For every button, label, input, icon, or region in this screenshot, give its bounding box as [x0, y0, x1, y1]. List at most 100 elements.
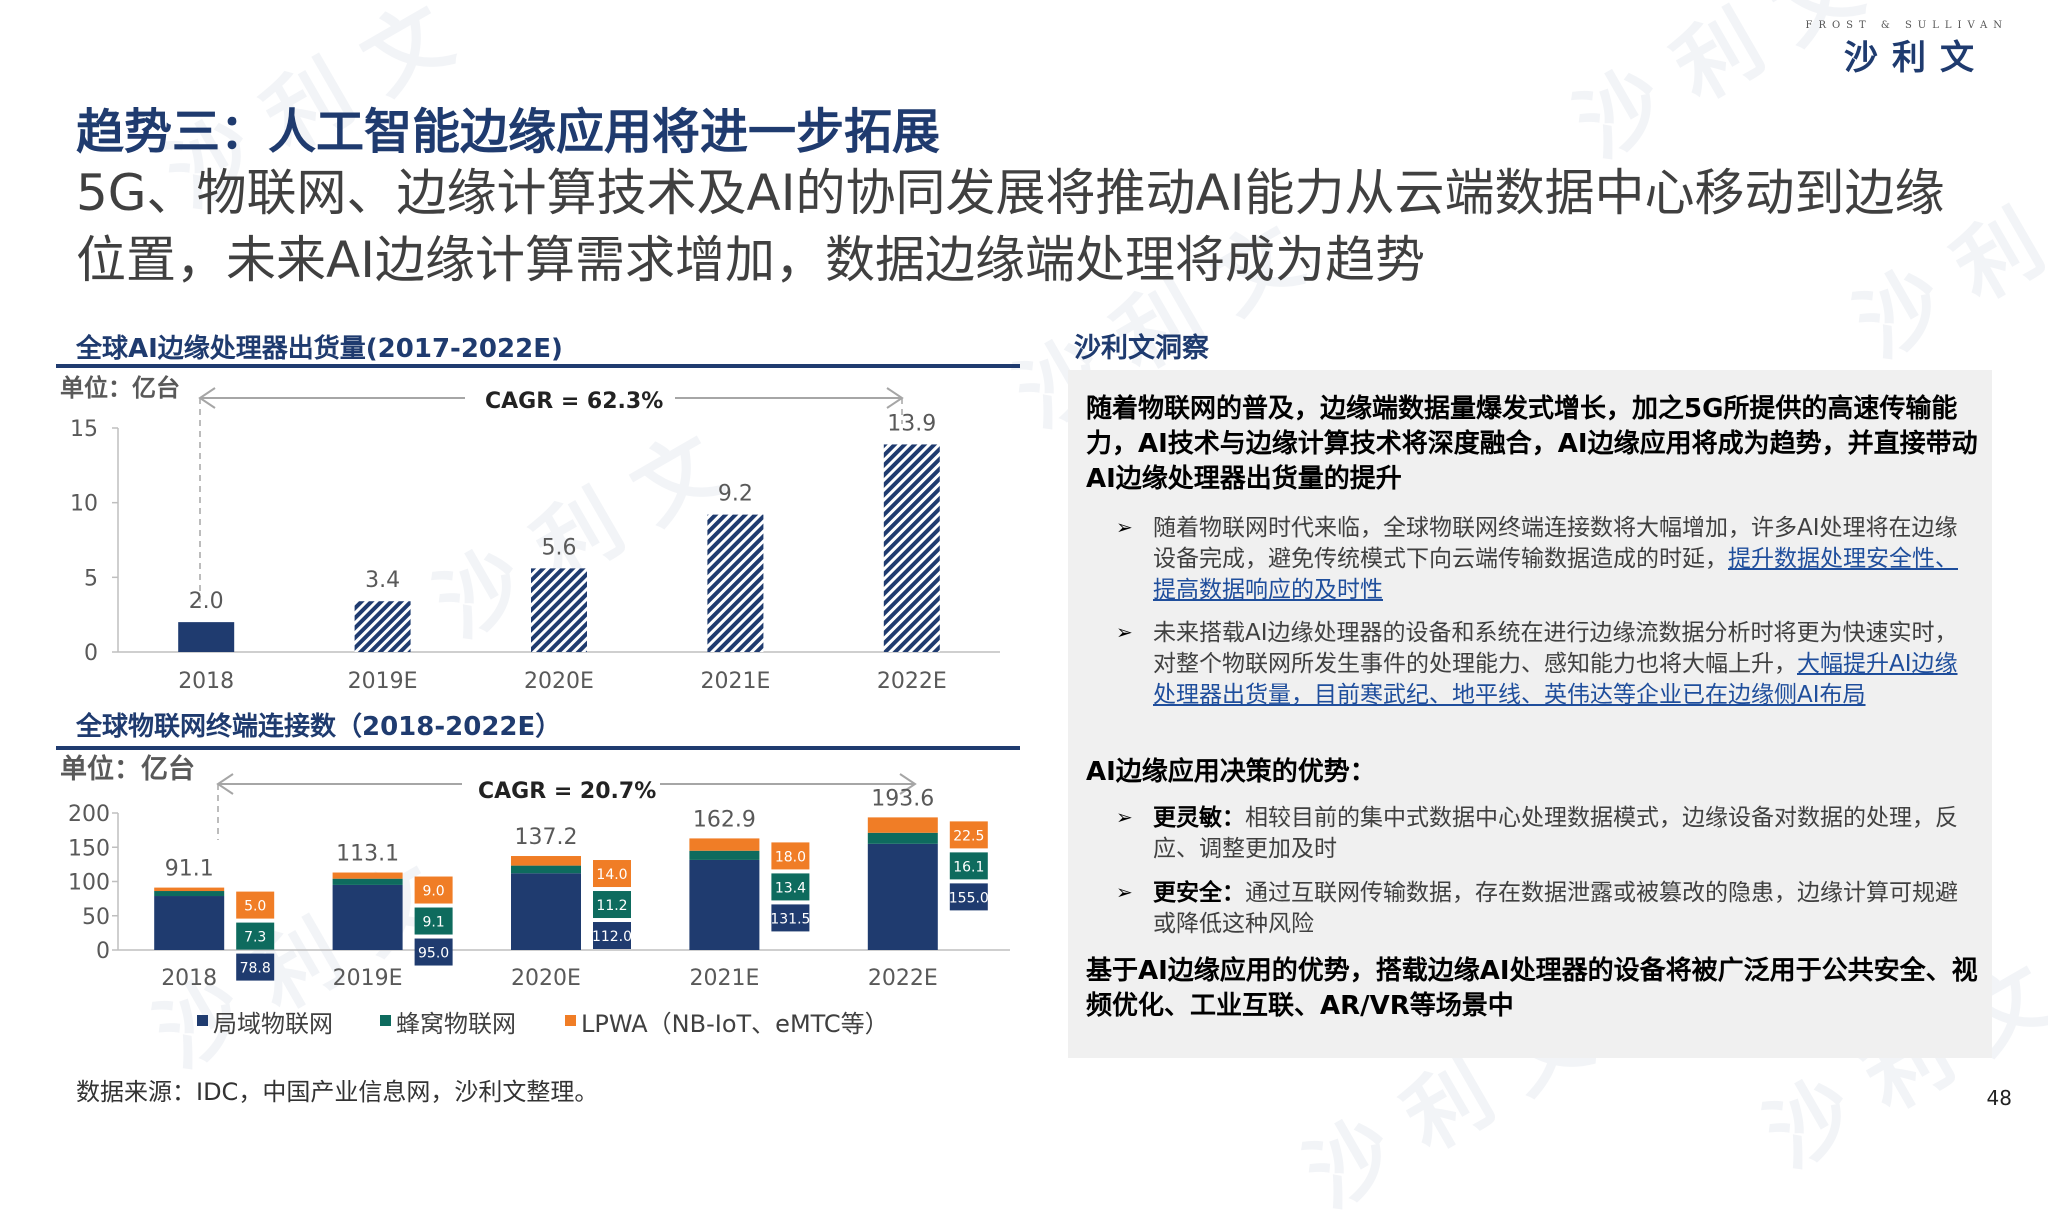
- chart1-x-tick-label: 2018: [178, 669, 234, 694]
- chart2-bar-segment: [511, 856, 581, 866]
- legend-label-lpwa: LPWA（NB-IoT、eMTC等）: [581, 1010, 889, 1038]
- chart2-total-label: 113.1: [336, 842, 399, 867]
- chart2-value-box: [771, 904, 810, 932]
- chart2-value-label: 78.8: [240, 961, 271, 977]
- chart2-y-tick-label: 200: [68, 802, 110, 827]
- chart2-bar-segment: [867, 832, 938, 844]
- insight-bullet-1: 随着物联网时代来临，全球物联网终端连接数将大幅增加，许多AI处理将在边缘设备完成…: [1153, 513, 1979, 606]
- chart1-rule: [56, 364, 1020, 368]
- legend-swatch-lpwa: [565, 1015, 576, 1026]
- insight-bullet-2: 未来搭载AI边缘处理器的设备和系统在进行边缘流数据分析时将更为快速实时，对整个物…: [1153, 618, 1979, 711]
- chart2-value-label: 131.5: [770, 911, 810, 927]
- chart1-value-label: 2.0: [189, 589, 224, 614]
- chart1-plot: 0 5 10 15 2.0 2018 3.4 2019E 5.6 2020E 9.2 2021E 13.…: [70, 411, 1000, 694]
- chart2-y-tick-label: 150: [68, 836, 110, 861]
- insight-bullet-2-link[interactable]: 大幅提升AI边缘处理器出货量，目前寒武纪、地平线、英伟达等企业已在边缘侧AI布局: [1153, 651, 1958, 708]
- chart1-y-tick-label: 0: [84, 641, 98, 666]
- chart1-bar: [178, 622, 235, 652]
- insight-bullet-3-text: 相较目前的集中式数据中心处理数据模式，边缘设备对数据的处理，反应、调整更加及时: [1153, 805, 1958, 862]
- chart1-cagr: CAGR = 62.3%: [485, 389, 663, 414]
- chart1-unit: 单位：亿台: [60, 374, 180, 402]
- chart2-x-tick-label: 2021E: [689, 966, 759, 991]
- insight-bullet-4-label: 更安全：: [1153, 880, 1245, 906]
- chart2-value-box: [236, 891, 275, 919]
- chart1-bar: [707, 514, 764, 652]
- chart1-y-tick-label: 10: [70, 492, 98, 517]
- brand-logo: 沙利文: [1844, 38, 1988, 78]
- chart2-value-box: [771, 873, 810, 901]
- chart2-value-box: [236, 953, 275, 981]
- bullet-arrow-icon: ➢: [1116, 880, 1133, 904]
- chart2-value-box: [414, 907, 453, 935]
- legend-label-local: 局域物联网: [213, 1010, 333, 1038]
- chart2-value-label: 18.0: [775, 849, 806, 865]
- page-title: 趋势三：人工智能边缘应用将进一步拓展: [76, 104, 941, 160]
- chart1-x-tick-label: 2019E: [348, 669, 418, 694]
- chart2-value-label: 14.0: [596, 867, 627, 883]
- chart1-value-label: 9.2: [718, 482, 753, 507]
- insight-bullet-1-link[interactable]: 提升数据处理安全性、提高数据响应的及时性: [1153, 546, 1958, 603]
- chart2-value-box: [593, 922, 631, 950]
- chart2-value-label: 22.5: [953, 828, 984, 844]
- chart2-value-box: [949, 852, 988, 880]
- chart2-value-box: [414, 938, 453, 966]
- bullet-arrow-icon: ➢: [1116, 620, 1133, 644]
- chart1-bar: [354, 601, 411, 652]
- chart2-value-box: [414, 876, 453, 904]
- chart2-title: 全球物联网终端连接数（2018-2022E）: [76, 712, 562, 742]
- chart2-x-tick-label: 2019E: [333, 966, 403, 991]
- chart2-bar-segment: [154, 891, 225, 897]
- chart2-y-tick-label: 50: [82, 905, 110, 930]
- insight-bullet-3: 更灵敏：相较目前的集中式数据中心处理数据模式，边缘设备对数据的处理，反应、调整更…: [1153, 803, 1979, 865]
- brand-logo-text: FROST & SULLIVAN: [1805, 20, 2008, 31]
- chart2-arrow-right: [899, 773, 917, 795]
- chart2-rule: [56, 746, 1020, 750]
- chart2-total-label: 137.2: [515, 825, 578, 850]
- legend-swatch-local: [197, 1015, 208, 1026]
- chart2-x-tick-label: 2022E: [868, 966, 938, 991]
- chart2-value-label: 13.4: [775, 880, 806, 896]
- chart2-value-label: 9.1: [422, 915, 444, 931]
- chart2-value-label: 95.0: [418, 946, 449, 962]
- insight-heading: 沙利文洞察: [1074, 333, 1209, 364]
- charts-svg: 单位：亿台 CAGR = 62.3% 0 5 10 15 2.0 2018 3.4 2019E…: [60, 374, 1010, 1038]
- page-number: 48: [1986, 1086, 2012, 1110]
- chart2-bar-segment: [332, 872, 403, 879]
- chart2-bar-segment: [154, 887, 225, 892]
- insight-conclusion: 基于AI边缘应用的优势，搭载边缘AI处理器的设备将被广泛用于公共安全、视频优化、…: [1086, 956, 1978, 1021]
- chart1-value-label: 13.9: [887, 411, 936, 436]
- chart1-bar: [883, 444, 940, 652]
- insight-bullet-1-text: 随着物联网时代来临，全球物联网终端连接数将大幅增加，许多AI处理将在边缘设备完成…: [1153, 515, 1958, 572]
- chart2-bar-segment: [332, 884, 403, 950]
- chart2-bar-segment: [689, 859, 760, 950]
- chart2-x-tick-label: 2020E: [511, 966, 581, 991]
- chart1-x-tick-label: 2022E: [877, 669, 947, 694]
- chart2-total-label: 91.1: [165, 857, 214, 882]
- insight-bullet-3-label: 更灵敏：: [1153, 805, 1245, 831]
- insight-bullet-4: 更安全：通过互联网传输数据，存在数据泄露或被篡改的隐患，边缘计算可规避或降低这种…: [1153, 878, 1979, 940]
- chart1-y-tick-label: 5: [84, 566, 98, 591]
- chart2-value-box: [949, 821, 988, 849]
- chart2-value-label: 9.0: [422, 884, 444, 900]
- chart2-unit: 单位：亿台: [60, 753, 195, 785]
- insight-summary: 随着物联网的普及，边缘端数据量爆发式增长，加之5G所提供的高速传输能力，AI技术…: [1086, 394, 1978, 494]
- page-subtitle: 5G、物联网、边缘计算技术及AI的协同发展将推动AI能力从云端数据中心移动到边缘…: [76, 164, 1945, 289]
- chart2-bar-segment: [867, 817, 938, 833]
- insight-bullet-4-text: 通过互联网传输数据，存在数据泄露或被篡改的隐患，边缘计算可规避或降低这种风险: [1153, 880, 1958, 937]
- chart1-x-tick-label: 2021E: [700, 669, 770, 694]
- chart1-title: 全球AI边缘处理器出货量(2017-2022E): [76, 334, 563, 364]
- chart1-y-tick-label: 15: [70, 417, 98, 442]
- chart2-y-tick-label: 100: [68, 871, 110, 896]
- insight-advantages-heading: AI边缘应用决策的优势：: [1086, 757, 1376, 787]
- chart2-total-label: 193.6: [871, 786, 934, 811]
- chart2-value-label: 112.0: [592, 929, 632, 945]
- insight-panel: [1068, 370, 1992, 1058]
- chart2-value-box: [593, 860, 631, 888]
- bullet-arrow-icon: ➢: [1116, 805, 1133, 829]
- chart2-total-label: 162.9: [693, 807, 756, 832]
- chart2-value-box: [771, 842, 810, 870]
- chart2-cagr: CAGR = 20.7%: [478, 779, 656, 804]
- chart2-bar-segment: [511, 873, 581, 950]
- chart1-x-tick-label: 2020E: [524, 669, 594, 694]
- chart2-value-label: 11.2: [596, 898, 627, 914]
